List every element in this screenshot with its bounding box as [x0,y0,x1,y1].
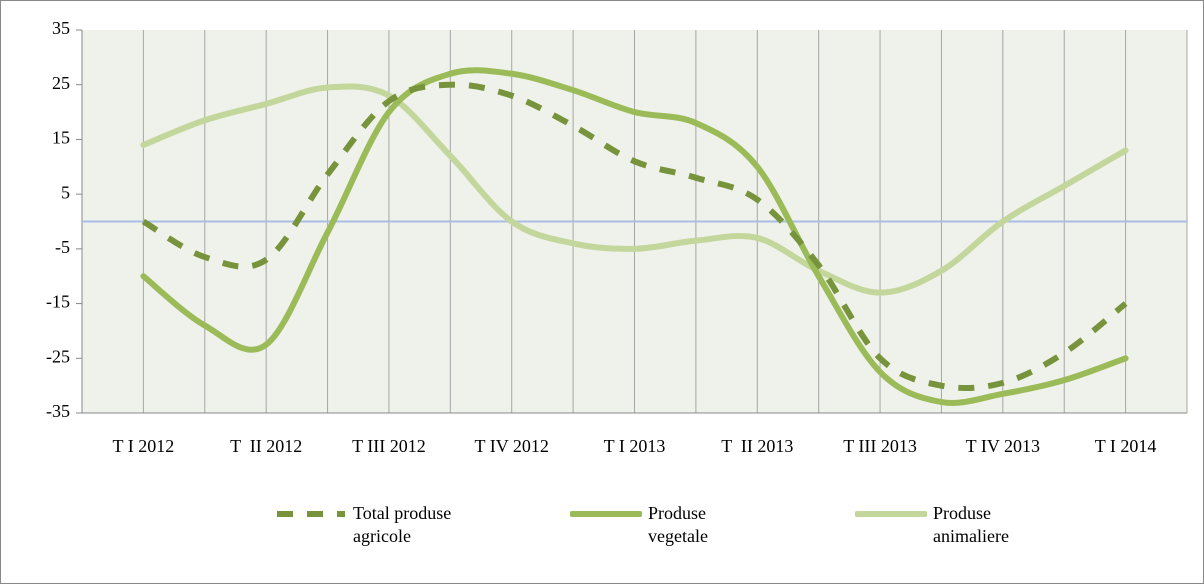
x-tick-label: T II 2012 [230,436,302,456]
series-line [140,83,1129,296]
y-tick-label: 25 [52,73,70,93]
legend-item: Produse animaliere [855,502,1053,548]
y-tick-label: -25 [46,346,70,366]
legend-label: Produse vegetale [648,503,708,546]
series-line [141,81,1128,392]
y-tick-label: 35 [52,18,70,38]
x-tick-label: T II 2013 [721,436,793,456]
legend-swatch [855,511,927,517]
x-tick-label: T III 2013 [843,436,917,456]
legend-swatch [570,511,642,517]
x-tick-label: T I 2012 [113,436,175,456]
x-tick-label: T III 2012 [352,436,426,456]
legend-item: Total produse agricole [275,502,473,548]
y-tick-label: -15 [46,292,70,312]
y-tick-label: 15 [52,128,70,148]
x-tick-label: T IV 2013 [966,436,1040,456]
y-tick-label: -35 [46,401,70,421]
x-tick-label: T I 2014 [1095,436,1157,456]
legend-label: Produse animaliere [933,503,1009,546]
legend-item: Produse vegetale [570,502,768,548]
legend: Total produse agricole Produse vegetale Pr… [0,500,1204,580]
x-tick-label: T IV 2012 [475,436,549,456]
legend-label: Total produse agricole [353,503,452,546]
x-tick-label: T I 2013 [604,436,666,456]
y-tick-label: 5 [61,182,70,202]
legend-swatch [277,511,345,517]
y-tick-label: -5 [55,237,70,257]
series-line [140,67,1129,406]
